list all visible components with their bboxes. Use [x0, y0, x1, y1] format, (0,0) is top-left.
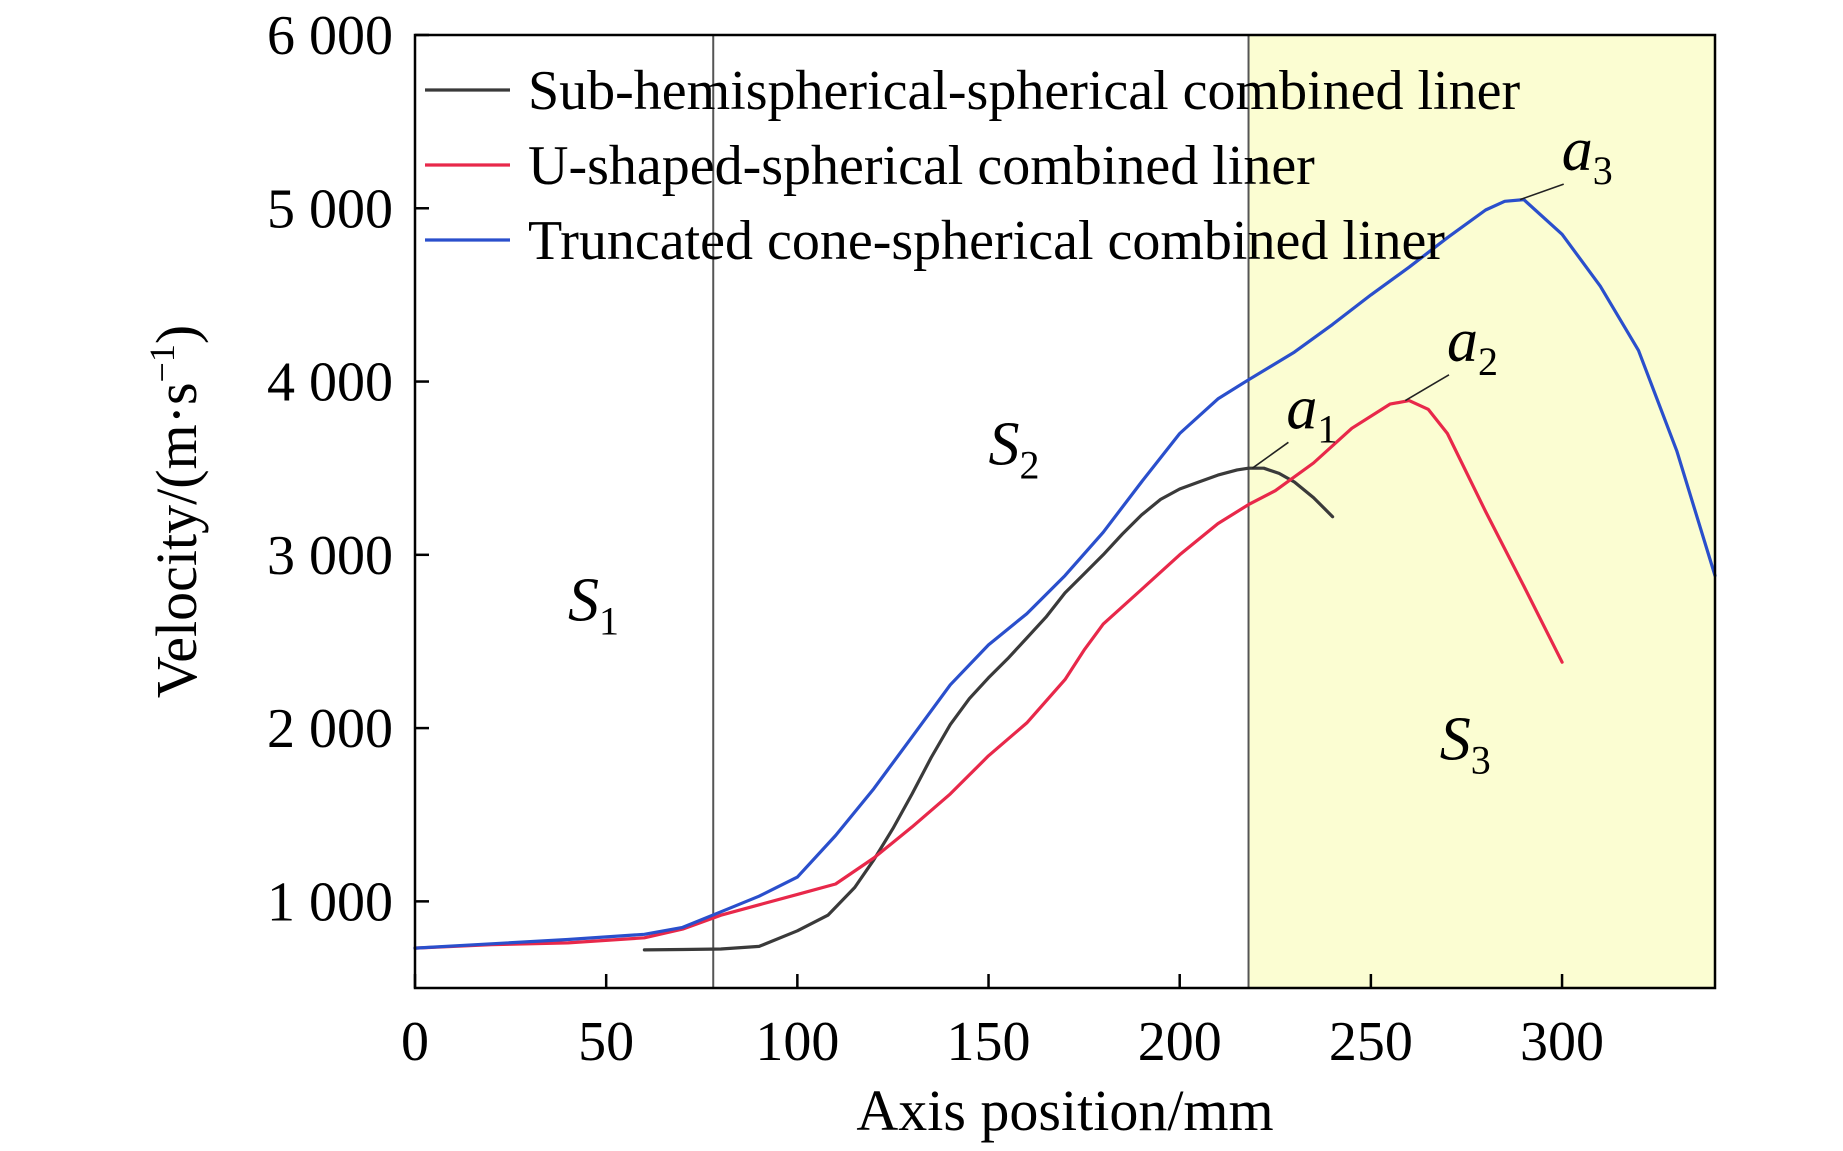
x-tick-label: 250: [1329, 1011, 1413, 1073]
x-tick-label: 200: [1138, 1011, 1222, 1073]
y-tick-label: 6 000: [267, 5, 393, 67]
region-label-s3: S3: [1440, 705, 1491, 782]
x-tick-label: 150: [947, 1011, 1031, 1073]
y-axis-title-close: ): [144, 325, 209, 344]
annotation-leader-a2: [1404, 374, 1450, 402]
region-label-s2: S2: [989, 411, 1040, 488]
x-tick-label: 300: [1520, 1011, 1604, 1073]
legend-label-3: Truncated cone-spherical combined liner: [528, 210, 1445, 272]
annotation-label-a3: a3: [1562, 116, 1613, 193]
y-tick-label: 3 000: [267, 525, 393, 587]
legend-label-1: Sub-hemispherical-spherical combined lin…: [528, 60, 1520, 122]
x-tick-label: 0: [401, 1011, 429, 1073]
annotation-leader-a3: [1519, 183, 1564, 201]
annotation-layer: a1 a2 a3: [1251, 116, 1613, 469]
region-label-s1: S1: [568, 567, 619, 644]
x-tick-label: 100: [755, 1011, 839, 1073]
y-axis-title: Velocity/(m·s−1): [142, 325, 209, 698]
region-divider-layer: [712, 35, 1250, 988]
y-tick-label: 2 000: [267, 698, 393, 760]
y-axis-ticks: 1 000 2 000 3 000 4 000 5 000 6 000: [267, 5, 429, 933]
y-tick-label: 4 000: [267, 352, 393, 414]
x-tick-label: 50: [578, 1011, 634, 1073]
y-axis-title-main: Velocity/(m·s: [144, 382, 209, 698]
series-line-1: [642, 466, 1335, 952]
shaded-region-s3: [1248, 35, 1715, 988]
annotation-label-a2: a2: [1447, 307, 1498, 384]
legend: Sub-hemispherical-spherical combined lin…: [425, 60, 1520, 272]
annotation-leader-a1: [1251, 441, 1289, 469]
x-axis-title: Axis position/mm: [856, 1078, 1273, 1143]
shaded-region-layer: [1248, 35, 1715, 988]
y-tick-label: 5 000: [267, 178, 393, 240]
x-axis-ticks: 0 50 100 150 200 250 300: [401, 974, 1604, 1073]
legend-label-2: U-shaped-spherical combined liner: [528, 135, 1315, 197]
series-line-2: [413, 399, 1564, 950]
y-tick-label: 1 000: [267, 871, 393, 933]
series-layer: [413, 198, 1717, 952]
y-axis-title-sup: −1: [142, 344, 182, 382]
series-line-3: [413, 198, 1717, 950]
annotation-label-a1: a1: [1286, 374, 1337, 451]
plot-frame: [413, 33, 1717, 990]
region-label-layer: S1 S2 S3: [568, 411, 1491, 783]
